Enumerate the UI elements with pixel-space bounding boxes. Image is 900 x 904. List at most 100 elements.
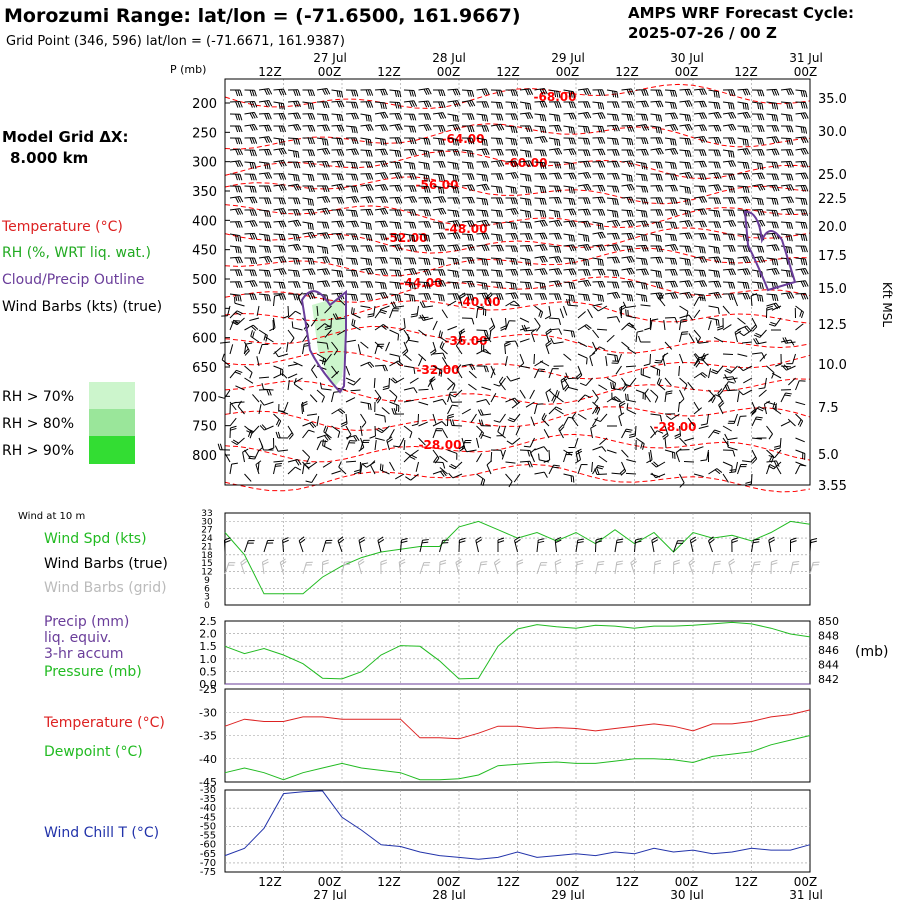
wind-barb-grid xyxy=(654,562,655,574)
height-tick-label: 30.0 xyxy=(818,125,847,140)
wind-barb xyxy=(723,462,732,466)
wind-barb-feather xyxy=(629,295,630,301)
wind-barb-feather xyxy=(236,126,238,132)
wind-barb-feather xyxy=(296,90,298,96)
wind-barb-feather xyxy=(501,114,503,120)
wind-barb-feather xyxy=(424,222,426,228)
wind-barb-feather xyxy=(791,259,792,265)
wind-barb-feather xyxy=(791,174,793,180)
wind-barb xyxy=(622,323,629,330)
wind-barb-feather xyxy=(602,173,604,179)
wind-barb xyxy=(332,270,342,271)
wind-barb xyxy=(651,366,660,370)
wind-barb xyxy=(462,90,472,91)
wind-barb xyxy=(709,234,719,235)
wind-barb-feather xyxy=(265,150,267,156)
wind-barb-true-feather xyxy=(691,540,696,543)
wind-barb-feather xyxy=(598,282,600,288)
wind-barb-feather xyxy=(515,259,517,265)
wind-barb-feather xyxy=(539,311,541,317)
wind-barb-feather xyxy=(352,319,353,325)
wind-barb-feather xyxy=(455,271,456,277)
wind-barb-feather xyxy=(660,115,661,121)
wind-barb-feather xyxy=(526,138,528,144)
wind-barb xyxy=(723,258,733,259)
wind-barb-feather xyxy=(673,90,675,96)
wind-barb xyxy=(607,335,614,342)
wind-barb-feather xyxy=(294,258,296,264)
wind-barb-feather xyxy=(613,162,615,168)
wind-barb-feather xyxy=(644,235,645,241)
wind-barb-feather xyxy=(250,294,252,300)
wind-barb-feather xyxy=(499,211,500,217)
wind-barb-grid-feather xyxy=(616,564,622,565)
wind-barb-feather xyxy=(283,126,285,132)
wind-barb xyxy=(487,465,491,474)
wind-barb xyxy=(781,246,791,247)
wind-barb-feather xyxy=(368,139,369,145)
wind-barb xyxy=(599,438,607,445)
wind-barb-feather xyxy=(383,139,384,145)
wind-barb xyxy=(738,138,748,140)
wind-barb-feather xyxy=(656,282,658,288)
wind-barb-feather xyxy=(499,102,501,108)
wind-barb xyxy=(419,330,427,336)
wind-barb xyxy=(433,174,443,175)
wind-barb-feather xyxy=(785,393,791,394)
wind-barb-feather xyxy=(700,270,702,276)
wind-barb-feather xyxy=(306,481,312,482)
wind-barb-feather xyxy=(501,138,503,144)
wind-barb-feather xyxy=(760,295,761,301)
wind-barb-feather xyxy=(448,416,454,418)
wind-barb-feather xyxy=(557,139,558,145)
wind-barb-feather xyxy=(702,186,704,192)
wind-barb xyxy=(259,162,269,163)
wind-barb xyxy=(433,399,443,402)
wind-barb-feather xyxy=(269,282,271,288)
wind-barb-feather xyxy=(339,91,340,97)
wind-barb-feather xyxy=(354,295,356,301)
wind-barb-feather xyxy=(337,271,338,277)
wind-barb-feather xyxy=(675,91,677,97)
wind-barb-feather xyxy=(486,366,488,372)
wind-barb-feather xyxy=(252,270,254,276)
wind-barb xyxy=(390,361,399,366)
wind-barb-feather xyxy=(468,90,470,96)
wind-barb-feather xyxy=(455,115,456,121)
rh-region-70 xyxy=(312,300,346,388)
wind-barb-feather xyxy=(803,91,804,97)
wind-barb-feather xyxy=(731,259,732,265)
wind-barb-feather xyxy=(499,223,500,229)
wind-barb-feather xyxy=(629,115,631,121)
wind-barb-feather xyxy=(542,115,543,121)
wind-barb-feather xyxy=(269,328,275,331)
wind-barb xyxy=(680,315,690,318)
wind-barb xyxy=(419,186,429,187)
wind-barb-feather xyxy=(679,399,683,403)
pressure-y-tick: 850 xyxy=(818,615,839,628)
wind-barb xyxy=(506,282,516,284)
wind-barb-feather xyxy=(370,116,371,122)
wind-barb-feather xyxy=(366,102,368,108)
wind-barb-feather xyxy=(685,187,686,193)
wind-barb-feather xyxy=(660,174,662,180)
wind-barb xyxy=(694,474,704,477)
wind-barb-feather xyxy=(747,293,749,299)
wind-barb-feather xyxy=(424,270,426,276)
wind-barb-feather xyxy=(542,198,544,204)
wind-barb-feather xyxy=(354,127,355,133)
wind-barb-feather xyxy=(559,115,560,121)
wind-barb-feather xyxy=(675,222,677,228)
wind-barb-feather xyxy=(718,222,720,228)
wind-barb-feather xyxy=(598,259,599,265)
wind-barb-feather xyxy=(323,139,324,145)
wind-barb-feather xyxy=(555,246,557,252)
wind-barb-feather xyxy=(370,282,372,288)
wind-barb-feather xyxy=(312,114,314,120)
wind-barb-feather xyxy=(410,163,411,169)
wind-barb-feather xyxy=(718,138,720,144)
wind-barb xyxy=(626,366,636,367)
wind-barb-feather xyxy=(453,271,454,277)
rh-box-label-80: RH > 80% xyxy=(2,416,74,432)
wind-barb-feather xyxy=(486,126,488,132)
